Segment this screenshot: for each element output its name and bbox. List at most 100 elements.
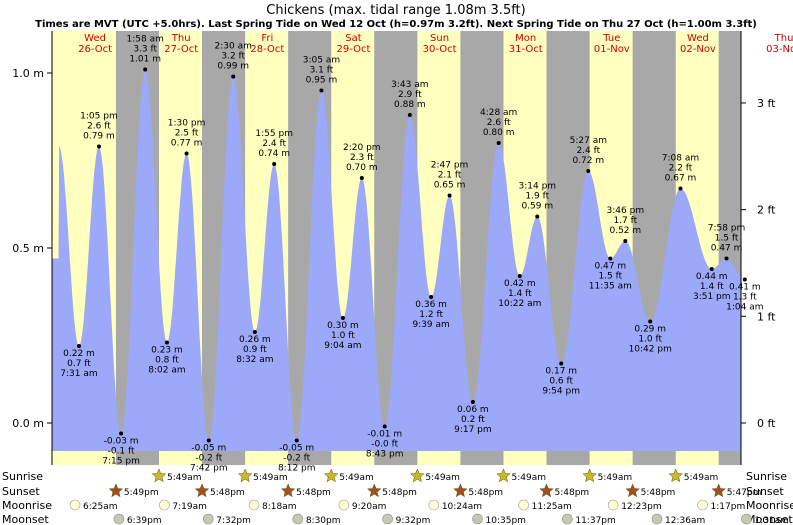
tide-point [517,274,522,278]
tide-label: 0.8 ft [155,356,179,366]
sunset-time: 5:47pm [727,488,762,498]
tide-point [164,340,169,345]
moonrise-icon [607,499,619,511]
sunset-time: 5:48pm [210,488,245,498]
tide-label: -0.2 ft [195,454,222,464]
y-tick-label: 0.5 m [12,242,44,255]
sun-icon [410,468,425,483]
sunrise-time: 5:49am [684,473,719,483]
tide-point [184,151,189,156]
tide-point [724,256,729,261]
sunset-label-right: Sunset [746,485,784,498]
tide-label: 8:32 am [236,355,273,365]
tide-marks: 0.22 m0.7 ft7:31 am1:05 pm2.6 ft0.79 m-0… [60,35,763,474]
sunset-time: 5:48pm [468,488,503,498]
tide-label: 0.79 m [83,132,115,142]
tide-label: 1.3 ft [733,293,757,303]
tide-label: 3:43 am [391,80,428,90]
tide-label: 2.4 ft [262,139,286,149]
sunset-time: 5:48pm [555,488,590,498]
tide-label: 0.80 m [483,128,515,138]
tide-label: 4:28 am [480,108,517,118]
tide-label: 3:05 am [303,56,340,66]
sunset-time: 5:48pm [296,488,331,498]
tide-label: 2.6 ft [487,118,511,128]
tide-point [586,169,591,173]
tide-point [608,256,613,261]
moonset-time: 12:36am [665,516,705,525]
tide-label: 8:02 am [148,366,185,376]
tide-point [143,67,148,72]
tide-label: 1:04 am [726,303,763,313]
moonrise-icon [518,499,529,511]
tide-label: 7:58 pm [708,224,746,234]
tide-label: 0.30 m [327,321,359,331]
moonrise-icon [248,499,260,511]
y2-tick-label: 3 ft [757,97,776,110]
sunrise-label-right: Sunrise [746,470,787,483]
day-weekday: Sun [430,33,449,44]
tide-label: 0.74 m [258,149,290,159]
y-tick-label: 1.0 m [12,67,44,80]
tide-label: 0.88 m [394,100,426,110]
tide-point [206,438,211,443]
tide-label: 0.29 m [634,325,666,335]
sun-icon [582,468,597,483]
day-weekday: Sat [345,33,361,44]
moonrise-time: 6:25am [83,502,118,512]
y2-tick-label: 1 ft [757,310,776,323]
tide-label: 0.67 m [665,174,697,184]
day-weekday: Thu [171,33,191,44]
sun-icon [453,483,468,498]
tide-label: 1.4 ft [508,289,532,299]
sun-icon [711,483,726,498]
tide-label: 9:39 am [412,320,449,330]
moonset-time: 7:32pm [216,516,251,525]
tide-point [252,330,257,334]
tide-label: 0.7 ft [67,359,91,369]
moonset-label-left: Moonset [2,513,49,525]
tide-label: 1:05 pm [80,112,118,122]
tide-label: -0.05 m [279,444,314,454]
tide-label: -0.03 m [104,437,139,447]
sunset-time: 5:48pm [382,488,417,498]
tide-point [76,344,81,348]
tide-label: 0.36 m [415,300,447,310]
tide-label: 2.1 ft [438,171,462,181]
tide-label: 5:27 am [570,136,607,146]
tide-label: 0.26 m [239,335,271,345]
day-date: 01-Nov [594,44,630,55]
tide-label: 3:51 pm [693,292,731,302]
moonset-icon [292,513,304,525]
tide-point [648,319,653,324]
tide-point [429,295,434,299]
tide-label: 1.7 ft [613,216,637,226]
sunrise-time: 5:49am [598,473,633,483]
tide-point [231,74,236,79]
tide-label: 0.17 m [545,367,577,377]
tide-label: 1:55 pm [255,129,293,139]
tide-label: 0.77 m [171,139,203,149]
sun-icon [237,468,253,483]
tide-point [535,214,540,219]
moonset-time: 11:37pm [575,516,615,525]
tide-point [359,176,364,180]
tide-label: -0.05 m [191,444,226,454]
sun-icon [366,483,382,498]
tide-point [96,144,101,149]
moonrise-time: 11:25am [532,502,572,512]
tide-point [294,438,299,443]
tide-point [742,277,747,282]
sunrise-time: 5:49am [511,473,546,483]
y2-tick-label: 2 ft [757,204,776,217]
sun-icon [625,483,640,498]
sunset-time: 5:49pm [124,488,159,498]
moonrise-time: 12:23pm [621,502,661,512]
tide-point [447,193,452,198]
tide-label: 0.70 m [346,163,378,173]
tide-label: 2:30 am [215,42,252,52]
tide-label: 11:35 am [589,282,632,292]
tide-label: 1.01 m [129,55,161,65]
moonset-icon [202,513,214,525]
